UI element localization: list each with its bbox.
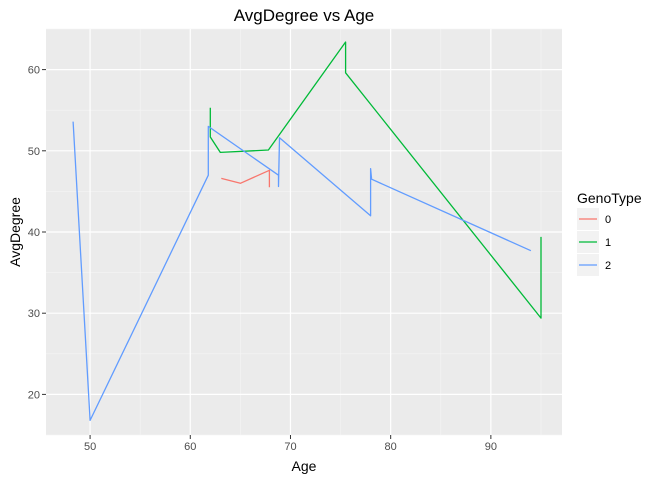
legend-label-0: 0 xyxy=(605,214,611,226)
y-tick-label: 40 xyxy=(28,227,40,239)
chart-title: AvgDegree vs Age xyxy=(234,6,375,25)
series-lines xyxy=(72,41,542,422)
x-tick-label: 60 xyxy=(184,441,196,453)
x-tick-label: 90 xyxy=(485,441,497,453)
x-axis-ticks: 50 60 70 80 90 xyxy=(84,435,497,453)
series-line-2 xyxy=(72,121,532,422)
legend-label-1: 1 xyxy=(605,237,611,249)
legend-title: GenoType xyxy=(577,190,642,206)
x-tick-label: 70 xyxy=(284,441,296,453)
x-axis-label: Age xyxy=(292,458,317,474)
y-tick-label: 60 xyxy=(28,65,40,77)
x-tick-label: 80 xyxy=(385,441,397,453)
y-axis-ticks: 20 30 40 50 60 xyxy=(28,65,46,401)
y-tick-label: 50 xyxy=(28,146,40,158)
series-line-0 xyxy=(221,169,271,188)
series-line-1 xyxy=(209,41,542,319)
y-axis-label: AvgDegree xyxy=(7,197,23,267)
y-tick-label: 20 xyxy=(28,389,40,401)
legend: GenoType 0 1 2 xyxy=(577,190,642,276)
legend-label-2: 2 xyxy=(605,260,611,272)
x-tick-label: 50 xyxy=(84,441,96,453)
y-tick-label: 30 xyxy=(28,308,40,320)
gridlines xyxy=(46,28,562,436)
